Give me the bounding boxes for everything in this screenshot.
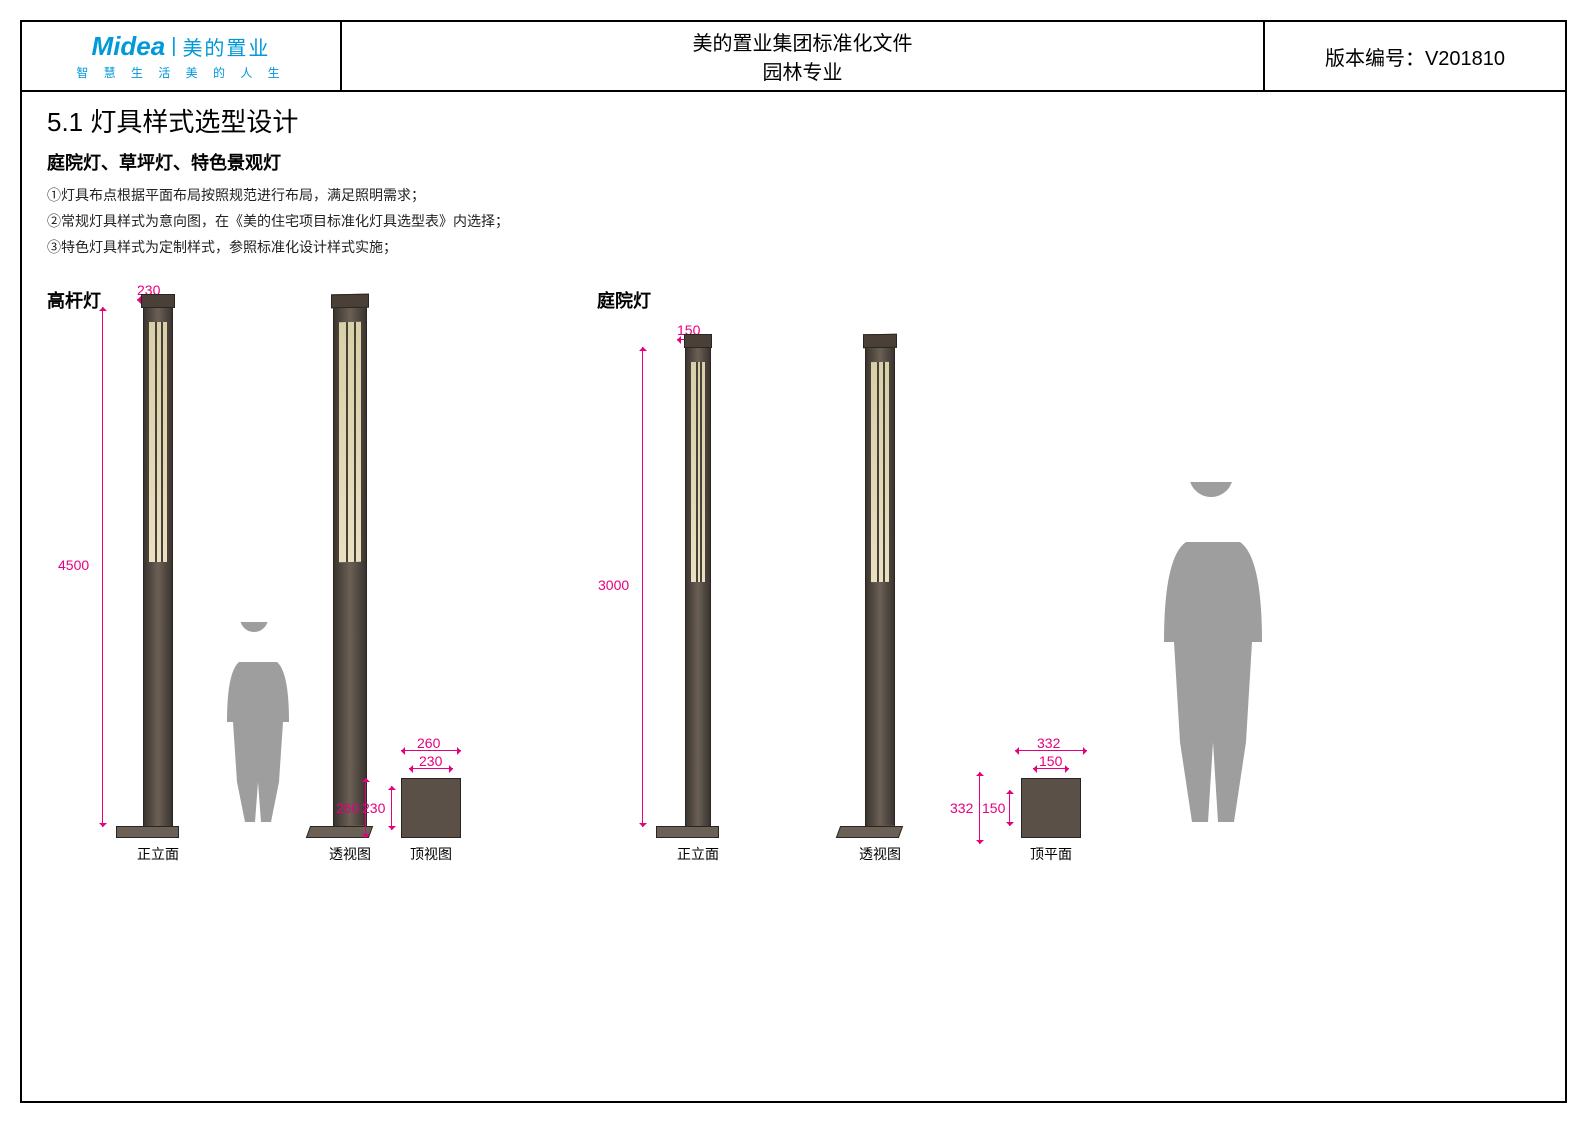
- title-cell: 美的置业集团标准化文件 园林专业: [342, 22, 1265, 90]
- page-frame: Midea | 美的置业 智 慧 生 活 美 的 人 生 美的置业集团标准化文件…: [20, 20, 1567, 1103]
- doc-title-line1: 美的置业集团标准化文件: [693, 27, 913, 56]
- section-title: 5.1 灯具样式选型设计: [47, 102, 1540, 139]
- topview-wrap: 332 150 332 150: [1021, 778, 1081, 838]
- tall-pole-persp: [333, 307, 367, 828]
- pole-base: [116, 826, 179, 838]
- court-top-view: 332 150 332 150: [1021, 778, 1081, 864]
- doc-title-line2: 园林专业: [763, 56, 843, 85]
- caption-persp: 透视图: [329, 844, 371, 864]
- pole-cap: [684, 334, 713, 348]
- pole-cap: [331, 294, 369, 309]
- logo-chinese: 美的置业: [182, 32, 270, 61]
- dim-top-inner-v: 150: [1009, 790, 1010, 826]
- pole-light-section: [689, 362, 707, 582]
- caption-top: 顶平面: [1030, 844, 1072, 864]
- logo-row: Midea | 美的置业: [92, 31, 271, 62]
- human-silhouette-small: [209, 622, 299, 842]
- caption-front: 正立面: [677, 844, 719, 864]
- human-silhouette-large: [1131, 482, 1291, 842]
- pole-base: [836, 826, 903, 838]
- court-pole-front: [685, 347, 711, 827]
- pole-light-section: [337, 322, 363, 562]
- version-label: 版本编号：V201810: [1325, 42, 1505, 71]
- pole-cap: [141, 294, 175, 308]
- diagram-row: 高杆灯 230 4500: [47, 287, 1540, 864]
- note-3: ③特色灯具样式为定制样式，参照标准化设计样式实施；: [47, 237, 1540, 257]
- note-2: ②常规灯具样式为意向图，在《美的住宅项目标准化灯具选型表》内选择；: [47, 211, 1540, 231]
- pole-base: [656, 826, 719, 838]
- court-perspective: 透视图: [859, 347, 901, 864]
- caption-top: 顶视图: [410, 844, 452, 864]
- lamp-group-tall: 高杆灯 230 4500: [47, 287, 567, 864]
- dim-top-outer-h: 260: [401, 750, 461, 751]
- group-label-courtyard: 庭院灯: [597, 287, 651, 313]
- version-cell: 版本编号：V201810: [1265, 22, 1565, 90]
- pole-cap: [863, 334, 897, 349]
- tall-top-view: 260 230 260 230: [401, 778, 461, 864]
- court-front-elevation: 150 3000 正立面: [677, 347, 719, 864]
- court-pole-persp: [865, 347, 895, 828]
- dim-top-inner-h: 150: [1033, 768, 1069, 769]
- logo-cell: Midea | 美的置业 智 慧 生 活 美 的 人 生: [22, 22, 342, 90]
- topview-box: [1021, 778, 1081, 838]
- pole-light-section: [869, 362, 891, 582]
- dim-top-outer-h: 332: [1015, 750, 1087, 751]
- group-label-tall: 高杆灯: [47, 287, 101, 313]
- logo-separator: |: [171, 35, 176, 58]
- dim-top-inner-v: 230: [391, 786, 392, 830]
- pole-light-section: [147, 322, 169, 562]
- dim-height-court: 3000: [642, 347, 643, 827]
- dim-height-tall: 4500: [102, 307, 103, 827]
- dim-top-inner-h: 230: [409, 768, 453, 769]
- caption-front: 正立面: [137, 844, 179, 864]
- section-subtitle: 庭院灯、草坪灯、特色景观灯: [47, 149, 1540, 175]
- note-1: ①灯具布点根据平面布局按照规范进行布局，满足照明需求；: [47, 185, 1540, 205]
- logo-brand: Midea: [92, 31, 166, 62]
- logo-tagline: 智 慧 生 活 美 的 人 生: [76, 64, 285, 81]
- caption-persp: 透视图: [859, 844, 901, 864]
- topview-box: [401, 778, 461, 838]
- lamp-group-courtyard: 庭院灯 150 3000: [597, 287, 1317, 864]
- tall-front-elevation: 230 4500 正立面: [137, 307, 179, 864]
- tall-pole-front: [143, 307, 173, 827]
- dim-top-outer-v: 332: [979, 772, 980, 844]
- topview-wrap: 260 230 260 230: [401, 778, 461, 838]
- title-block-header: Midea | 美的置业 智 慧 生 活 美 的 人 生 美的置业集团标准化文件…: [22, 22, 1565, 92]
- content-area: 5.1 灯具样式选型设计 庭院灯、草坪灯、特色景观灯 ①灯具布点根据平面布局按照…: [22, 92, 1565, 874]
